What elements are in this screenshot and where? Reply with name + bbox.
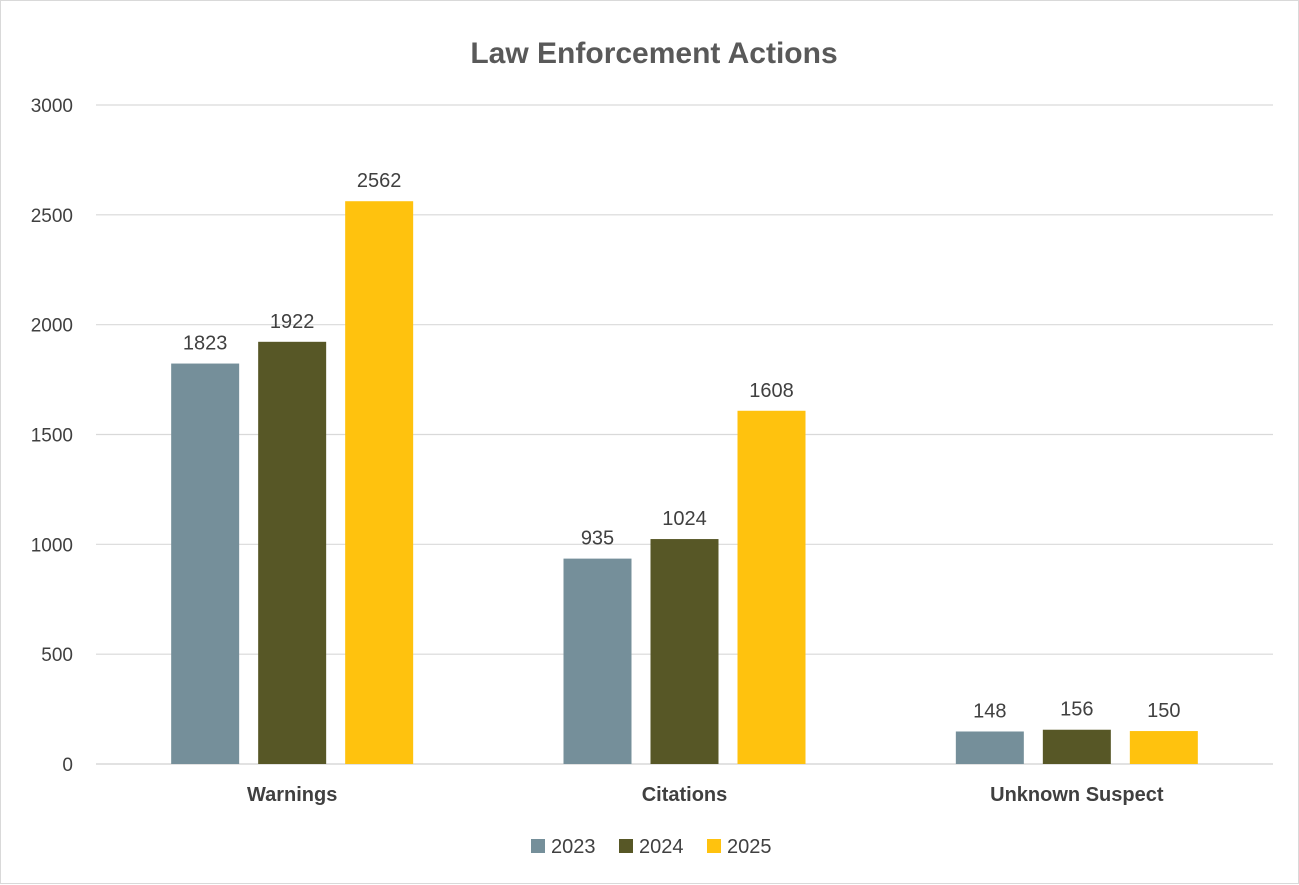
y-tick-label: 500 <box>41 645 73 666</box>
legend-swatch-2024 <box>619 839 633 853</box>
y-axis-ticks: 0 500 1000 1500 2000 2500 3000 <box>31 96 73 776</box>
legend-label: 2025 <box>727 836 772 858</box>
category-label: Citations <box>642 784 728 806</box>
legend-swatch-2023 <box>531 839 545 853</box>
bar-2024-warnings <box>258 341 327 764</box>
data-label: 148 <box>973 700 1006 722</box>
data-label: 150 <box>1147 700 1180 722</box>
data-labels: 1823 1922 2562 935 1024 1608 148 156 150 <box>183 170 1181 722</box>
y-tick-label: 1500 <box>31 426 73 447</box>
bar-2023-citations <box>563 558 632 764</box>
x-axis-categories: Warnings Citations Unknown Suspect <box>247 784 1164 806</box>
bar-2024-citations <box>650 539 719 764</box>
y-tick-label: 3000 <box>31 96 73 117</box>
legend: 2023 2024 2025 <box>531 836 772 858</box>
legend-label: 2023 <box>551 836 596 858</box>
category-label: Warnings <box>247 784 337 806</box>
bar-2023-warnings <box>171 363 240 764</box>
bars <box>171 201 1198 765</box>
data-label: 1922 <box>270 311 315 333</box>
bar-2024-unknown-suspect <box>1042 729 1111 764</box>
bar-2025-warnings <box>345 201 414 765</box>
bar-2025-unknown-suspect <box>1129 731 1198 764</box>
y-tick-label: 1000 <box>31 535 73 556</box>
data-label: 156 <box>1060 699 1093 721</box>
y-tick-label: 2500 <box>31 206 73 227</box>
bar-2023-unknown-suspect <box>955 731 1024 764</box>
data-label: 1024 <box>662 508 707 530</box>
category-label: Unknown Suspect <box>990 784 1164 806</box>
y-tick-label: 2000 <box>31 316 73 337</box>
bar-2025-citations <box>737 410 806 764</box>
data-label: 2562 <box>357 170 402 192</box>
y-tick-label: 0 <box>62 755 73 776</box>
data-label: 935 <box>581 528 614 550</box>
chart-title: Law Enforcement Actions <box>470 37 837 70</box>
legend-label: 2024 <box>639 836 684 858</box>
data-label: 1608 <box>749 380 794 402</box>
legend-swatch-2025 <box>707 839 721 853</box>
data-label: 1823 <box>183 333 228 355</box>
